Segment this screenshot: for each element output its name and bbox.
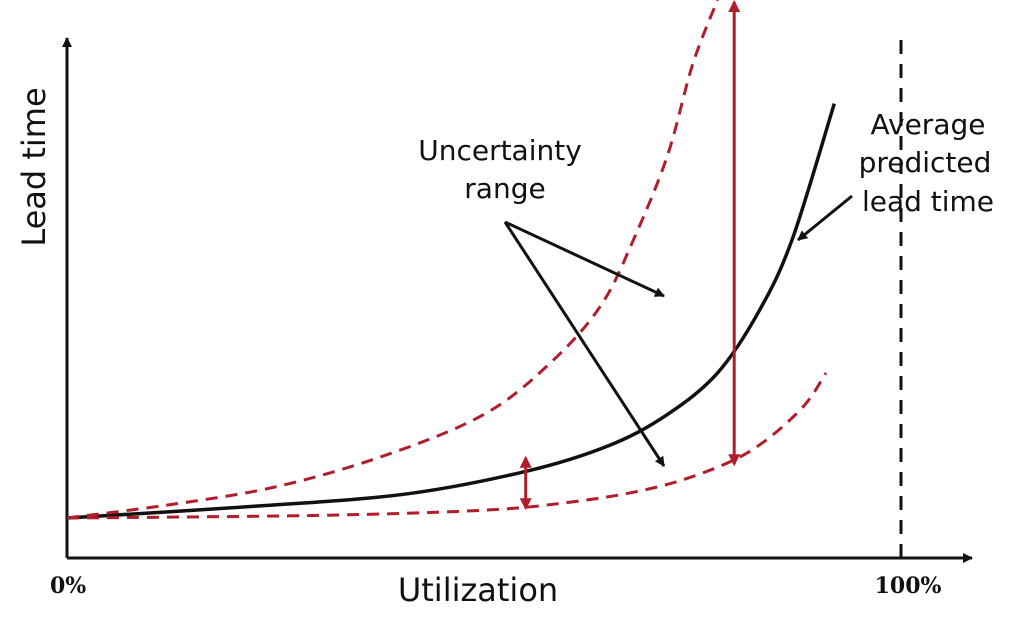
annotation-average-line3: lead time (862, 185, 994, 218)
series-lower-uncertainty (66, 372, 828, 520)
annotation-uncertainty-line1: Uncertainty (418, 134, 582, 167)
x-tick-label-100: 100% (875, 573, 942, 599)
x-tick-label-0: 0% (50, 573, 86, 599)
annotation-uncertainty-line2: range (464, 172, 545, 205)
y-axis-label: Lead time (15, 87, 53, 246)
annotation-arrow-lower (503, 221, 666, 467)
annotation-arrow-average (797, 194, 853, 242)
annotation-average-line2: predicted (859, 146, 992, 179)
series-upper-uncertainty (66, 0, 719, 520)
annotation-arrow-upper (504, 220, 665, 298)
series-layer (66, 0, 836, 520)
x-axis-label: Utilization (398, 571, 558, 609)
series-average-lead-time (66, 103, 836, 520)
annotation-average-line1: Average (871, 108, 986, 141)
range-marks-layer (519, 0, 741, 511)
